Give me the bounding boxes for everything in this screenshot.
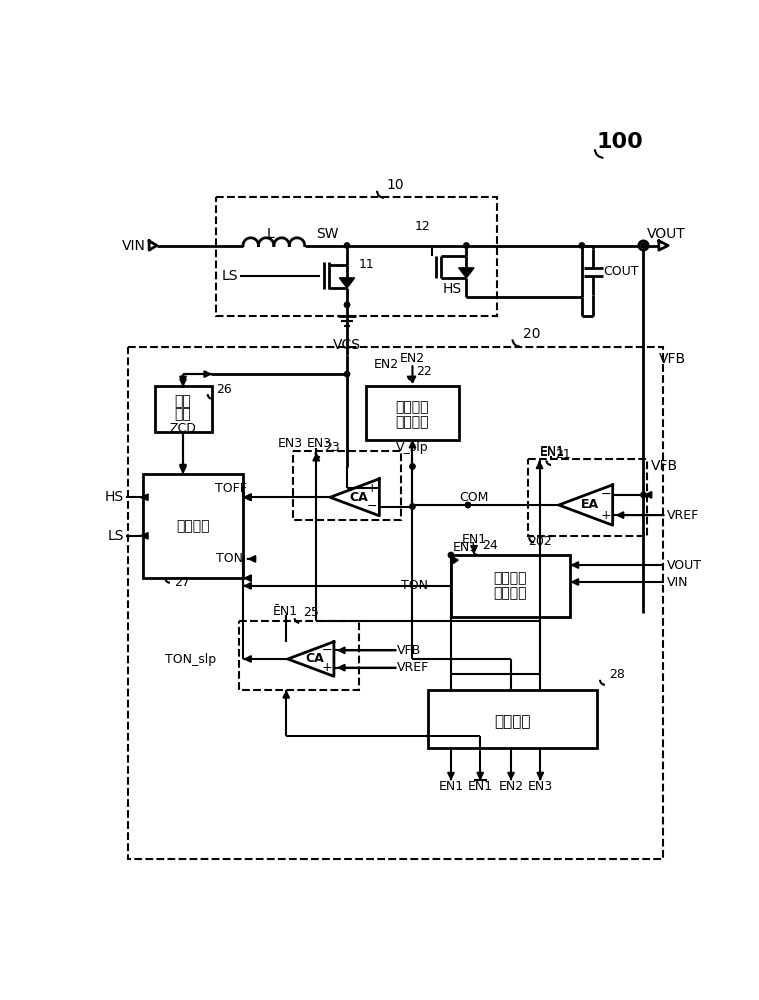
- Text: −: −: [367, 500, 378, 513]
- Text: 11: 11: [358, 258, 374, 271]
- Text: 202: 202: [528, 535, 551, 548]
- Text: 22: 22: [417, 365, 432, 378]
- Text: EN2: EN2: [400, 352, 425, 365]
- Text: 26: 26: [216, 383, 231, 396]
- Text: 导通时间: 导通时间: [493, 571, 527, 585]
- Text: 12: 12: [414, 220, 430, 233]
- Text: HS: HS: [105, 490, 124, 504]
- Text: 过零: 过零: [175, 394, 191, 408]
- Text: VCS: VCS: [333, 338, 361, 352]
- Bar: [143, 474, 243, 578]
- Text: 100: 100: [597, 132, 644, 152]
- Text: 产生电路: 产生电路: [493, 587, 527, 601]
- Text: EA: EA: [581, 498, 599, 512]
- Text: 逻辑电路: 逻辑电路: [176, 519, 209, 533]
- Text: TON: TON: [401, 579, 428, 592]
- Text: 27: 27: [174, 576, 190, 588]
- Text: 20: 20: [523, 327, 540, 341]
- Text: VFB: VFB: [659, 352, 686, 366]
- Text: VFB: VFB: [651, 460, 679, 474]
- Bar: [155, 386, 213, 432]
- Text: HS: HS: [443, 282, 462, 296]
- Polygon shape: [339, 278, 354, 288]
- Text: 10: 10: [387, 178, 405, 192]
- Text: L: L: [266, 227, 274, 241]
- Text: EN3: EN3: [528, 780, 553, 793]
- Text: VIN: VIN: [121, 239, 145, 253]
- Circle shape: [465, 502, 471, 508]
- Text: VREF: VREF: [666, 509, 699, 522]
- Text: SW: SW: [317, 227, 339, 241]
- Circle shape: [410, 464, 415, 469]
- Text: COUT: COUT: [603, 265, 639, 278]
- Circle shape: [579, 243, 584, 248]
- Circle shape: [449, 552, 454, 558]
- Text: +: +: [322, 661, 332, 674]
- Text: ZCD: ZCD: [169, 422, 197, 434]
- Circle shape: [410, 504, 415, 509]
- Text: EN1: EN1: [439, 780, 464, 793]
- Text: TON_slp: TON_slp: [165, 652, 216, 666]
- Text: 参考信号: 参考信号: [395, 400, 430, 414]
- Circle shape: [641, 492, 646, 498]
- Bar: [451, 555, 570, 617]
- Polygon shape: [559, 485, 613, 525]
- Circle shape: [345, 371, 350, 377]
- Text: −: −: [322, 644, 332, 657]
- Text: +: +: [600, 509, 611, 522]
- Text: 产生电路: 产生电路: [395, 415, 430, 429]
- Bar: [128, 347, 663, 859]
- Text: EN1: EN1: [540, 446, 565, 459]
- Text: 使能电路: 使能电路: [494, 715, 531, 730]
- Circle shape: [639, 241, 648, 250]
- Text: +: +: [367, 482, 378, 495]
- Text: EN1: EN1: [540, 445, 565, 458]
- Bar: [239, 620, 358, 690]
- Text: VOUT: VOUT: [647, 227, 686, 241]
- Circle shape: [345, 302, 350, 307]
- Text: TON: TON: [216, 552, 243, 565]
- Text: EN1: EN1: [461, 533, 487, 546]
- Text: LS: LS: [107, 529, 124, 543]
- Text: VFB: VFB: [397, 644, 421, 657]
- Polygon shape: [458, 268, 474, 278]
- Text: −: −: [600, 488, 611, 501]
- Text: VIN: VIN: [666, 576, 688, 588]
- Bar: [367, 386, 458, 440]
- Bar: [293, 451, 401, 520]
- Text: EN2: EN2: [373, 358, 398, 371]
- Text: EN3: EN3: [307, 437, 332, 450]
- Polygon shape: [330, 479, 380, 516]
- Text: VOUT: VOUT: [666, 559, 701, 572]
- Circle shape: [464, 243, 469, 248]
- Bar: [528, 459, 647, 536]
- Text: 25: 25: [303, 606, 319, 619]
- Text: EN1: EN1: [468, 780, 493, 793]
- Text: CA: CA: [349, 491, 368, 504]
- Circle shape: [641, 243, 646, 248]
- Text: EN2: EN2: [499, 780, 524, 793]
- Text: EN3: EN3: [278, 437, 303, 450]
- Text: V_slp: V_slp: [396, 441, 429, 454]
- Circle shape: [345, 243, 350, 248]
- Text: VREF: VREF: [397, 661, 430, 674]
- Text: COM: COM: [459, 491, 489, 504]
- Text: 24: 24: [482, 539, 497, 552]
- Text: LS: LS: [221, 269, 238, 283]
- Text: 21: 21: [555, 448, 571, 461]
- Text: 23: 23: [324, 441, 340, 454]
- Polygon shape: [149, 241, 157, 250]
- Text: 电路: 电路: [175, 407, 191, 421]
- Text: ĒN1: ĒN1: [272, 605, 298, 618]
- Text: 28: 28: [609, 668, 625, 681]
- Text: EN1: EN1: [452, 541, 477, 554]
- Bar: [216, 197, 497, 316]
- Text: CA: CA: [305, 652, 324, 666]
- Polygon shape: [659, 241, 668, 250]
- Polygon shape: [288, 642, 334, 676]
- Bar: [428, 690, 597, 748]
- Text: TOFF: TOFF: [215, 482, 247, 495]
